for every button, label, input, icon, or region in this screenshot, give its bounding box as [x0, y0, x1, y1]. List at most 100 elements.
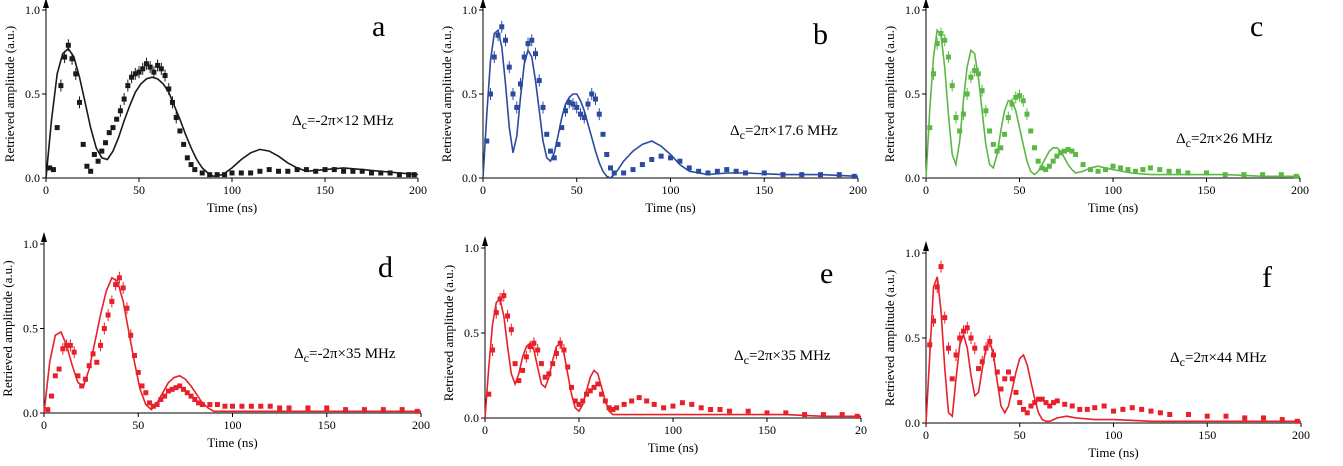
data-point [1006, 369, 1011, 375]
data-point [495, 32, 501, 38]
data-point [550, 361, 556, 367]
detuning-annotation: Δc=-2π×12 MHz [292, 113, 394, 132]
data-point [998, 386, 1004, 392]
y-tick-label: 1.0 [905, 246, 920, 260]
y-axis-title: Retrieved amplitude (a.u.) [882, 26, 897, 162]
data-point [151, 69, 157, 75]
data-point [90, 351, 96, 357]
data-point [595, 381, 601, 387]
detuning-annotation: Δc=2π×26 MHz [1176, 131, 1273, 150]
data-point [361, 407, 367, 413]
data-point [987, 128, 993, 134]
y-tick-label: 1.0 [464, 241, 479, 255]
data-point [724, 167, 730, 173]
panel-letter: c [1250, 10, 1263, 43]
data-point [343, 407, 349, 413]
data-point [331, 167, 337, 173]
y-tick-label: 0.5 [905, 331, 920, 345]
data-point [987, 338, 993, 344]
fit-line [925, 28, 1300, 179]
data-point [169, 99, 175, 105]
data-point [166, 86, 172, 92]
data-point [1120, 406, 1126, 412]
data-point [129, 74, 135, 80]
data-point [158, 396, 164, 402]
data-point [173, 115, 179, 121]
data-point [563, 108, 568, 114]
data-point [983, 345, 989, 351]
data-point [851, 173, 857, 179]
data-point [380, 407, 386, 413]
data-point [493, 310, 499, 316]
data-point [113, 282, 119, 288]
x-axis-title: Time (ns) [207, 435, 257, 450]
data-point [960, 111, 966, 117]
data-point [938, 31, 944, 37]
data-point [505, 313, 511, 319]
panel-a: 0 50 100 150 200 0.0 0.5 1.0 Time (ns) Retrieved … [2, 0, 427, 215]
data-point [520, 367, 526, 373]
y-axis-arrow [923, 241, 929, 251]
x-axis-title: Time (ns) [207, 200, 257, 215]
fit-line [925, 276, 1301, 424]
data-point [602, 398, 608, 404]
data-point [644, 398, 650, 404]
data-point [608, 165, 613, 171]
data-point [972, 345, 978, 351]
data-point [1009, 101, 1015, 107]
data-point [1028, 403, 1034, 409]
data-point [726, 408, 732, 414]
data-point [1043, 400, 1049, 406]
data-point [414, 408, 420, 414]
data-point [968, 74, 974, 80]
data-point [136, 69, 142, 75]
data-point [1167, 412, 1173, 417]
data-point [406, 172, 412, 178]
data-point [124, 305, 130, 311]
x-tick-label: 50 [1014, 428, 1026, 442]
data-point [639, 162, 645, 168]
data-point [599, 391, 605, 397]
data-point [1077, 406, 1083, 412]
data-point [1054, 153, 1060, 159]
data-point [1222, 172, 1228, 178]
x-tick-label: 200 [409, 183, 427, 197]
y-tick-label: 0.5 [23, 322, 38, 336]
data-point [114, 116, 120, 122]
data-point [1186, 412, 1191, 417]
data-point [743, 170, 748, 176]
data-point [1024, 111, 1030, 117]
data-point [131, 353, 137, 359]
panel-letter: f [1262, 261, 1272, 294]
data-point [1293, 173, 1299, 179]
data-point [587, 388, 593, 394]
data-point [516, 378, 522, 384]
panel-letter: d [378, 251, 393, 284]
data-point [670, 403, 676, 409]
data-point [229, 170, 235, 176]
data-point [324, 405, 330, 411]
data-point [1013, 389, 1019, 395]
data-point [820, 412, 826, 418]
data-point [222, 172, 228, 178]
data-point [961, 328, 966, 334]
data-point [1080, 162, 1086, 168]
data-point [953, 115, 959, 121]
data-point [957, 335, 963, 341]
data-point [387, 170, 393, 176]
data-point [47, 165, 53, 171]
data-point [555, 141, 561, 147]
data-point [139, 383, 145, 389]
data-point [106, 130, 112, 136]
data-point [64, 342, 70, 348]
data-point [546, 371, 552, 377]
data-point [802, 412, 808, 418]
data-point [589, 91, 595, 97]
x-tick-label: 200 [1291, 183, 1309, 197]
data-point [614, 405, 620, 411]
data-point [585, 101, 591, 107]
data-point [248, 170, 254, 176]
x-tick-label: 100 [662, 183, 680, 197]
y-axis-title: Retrieved amplitude (a.u.) [0, 260, 15, 396]
data-point [994, 148, 1000, 154]
